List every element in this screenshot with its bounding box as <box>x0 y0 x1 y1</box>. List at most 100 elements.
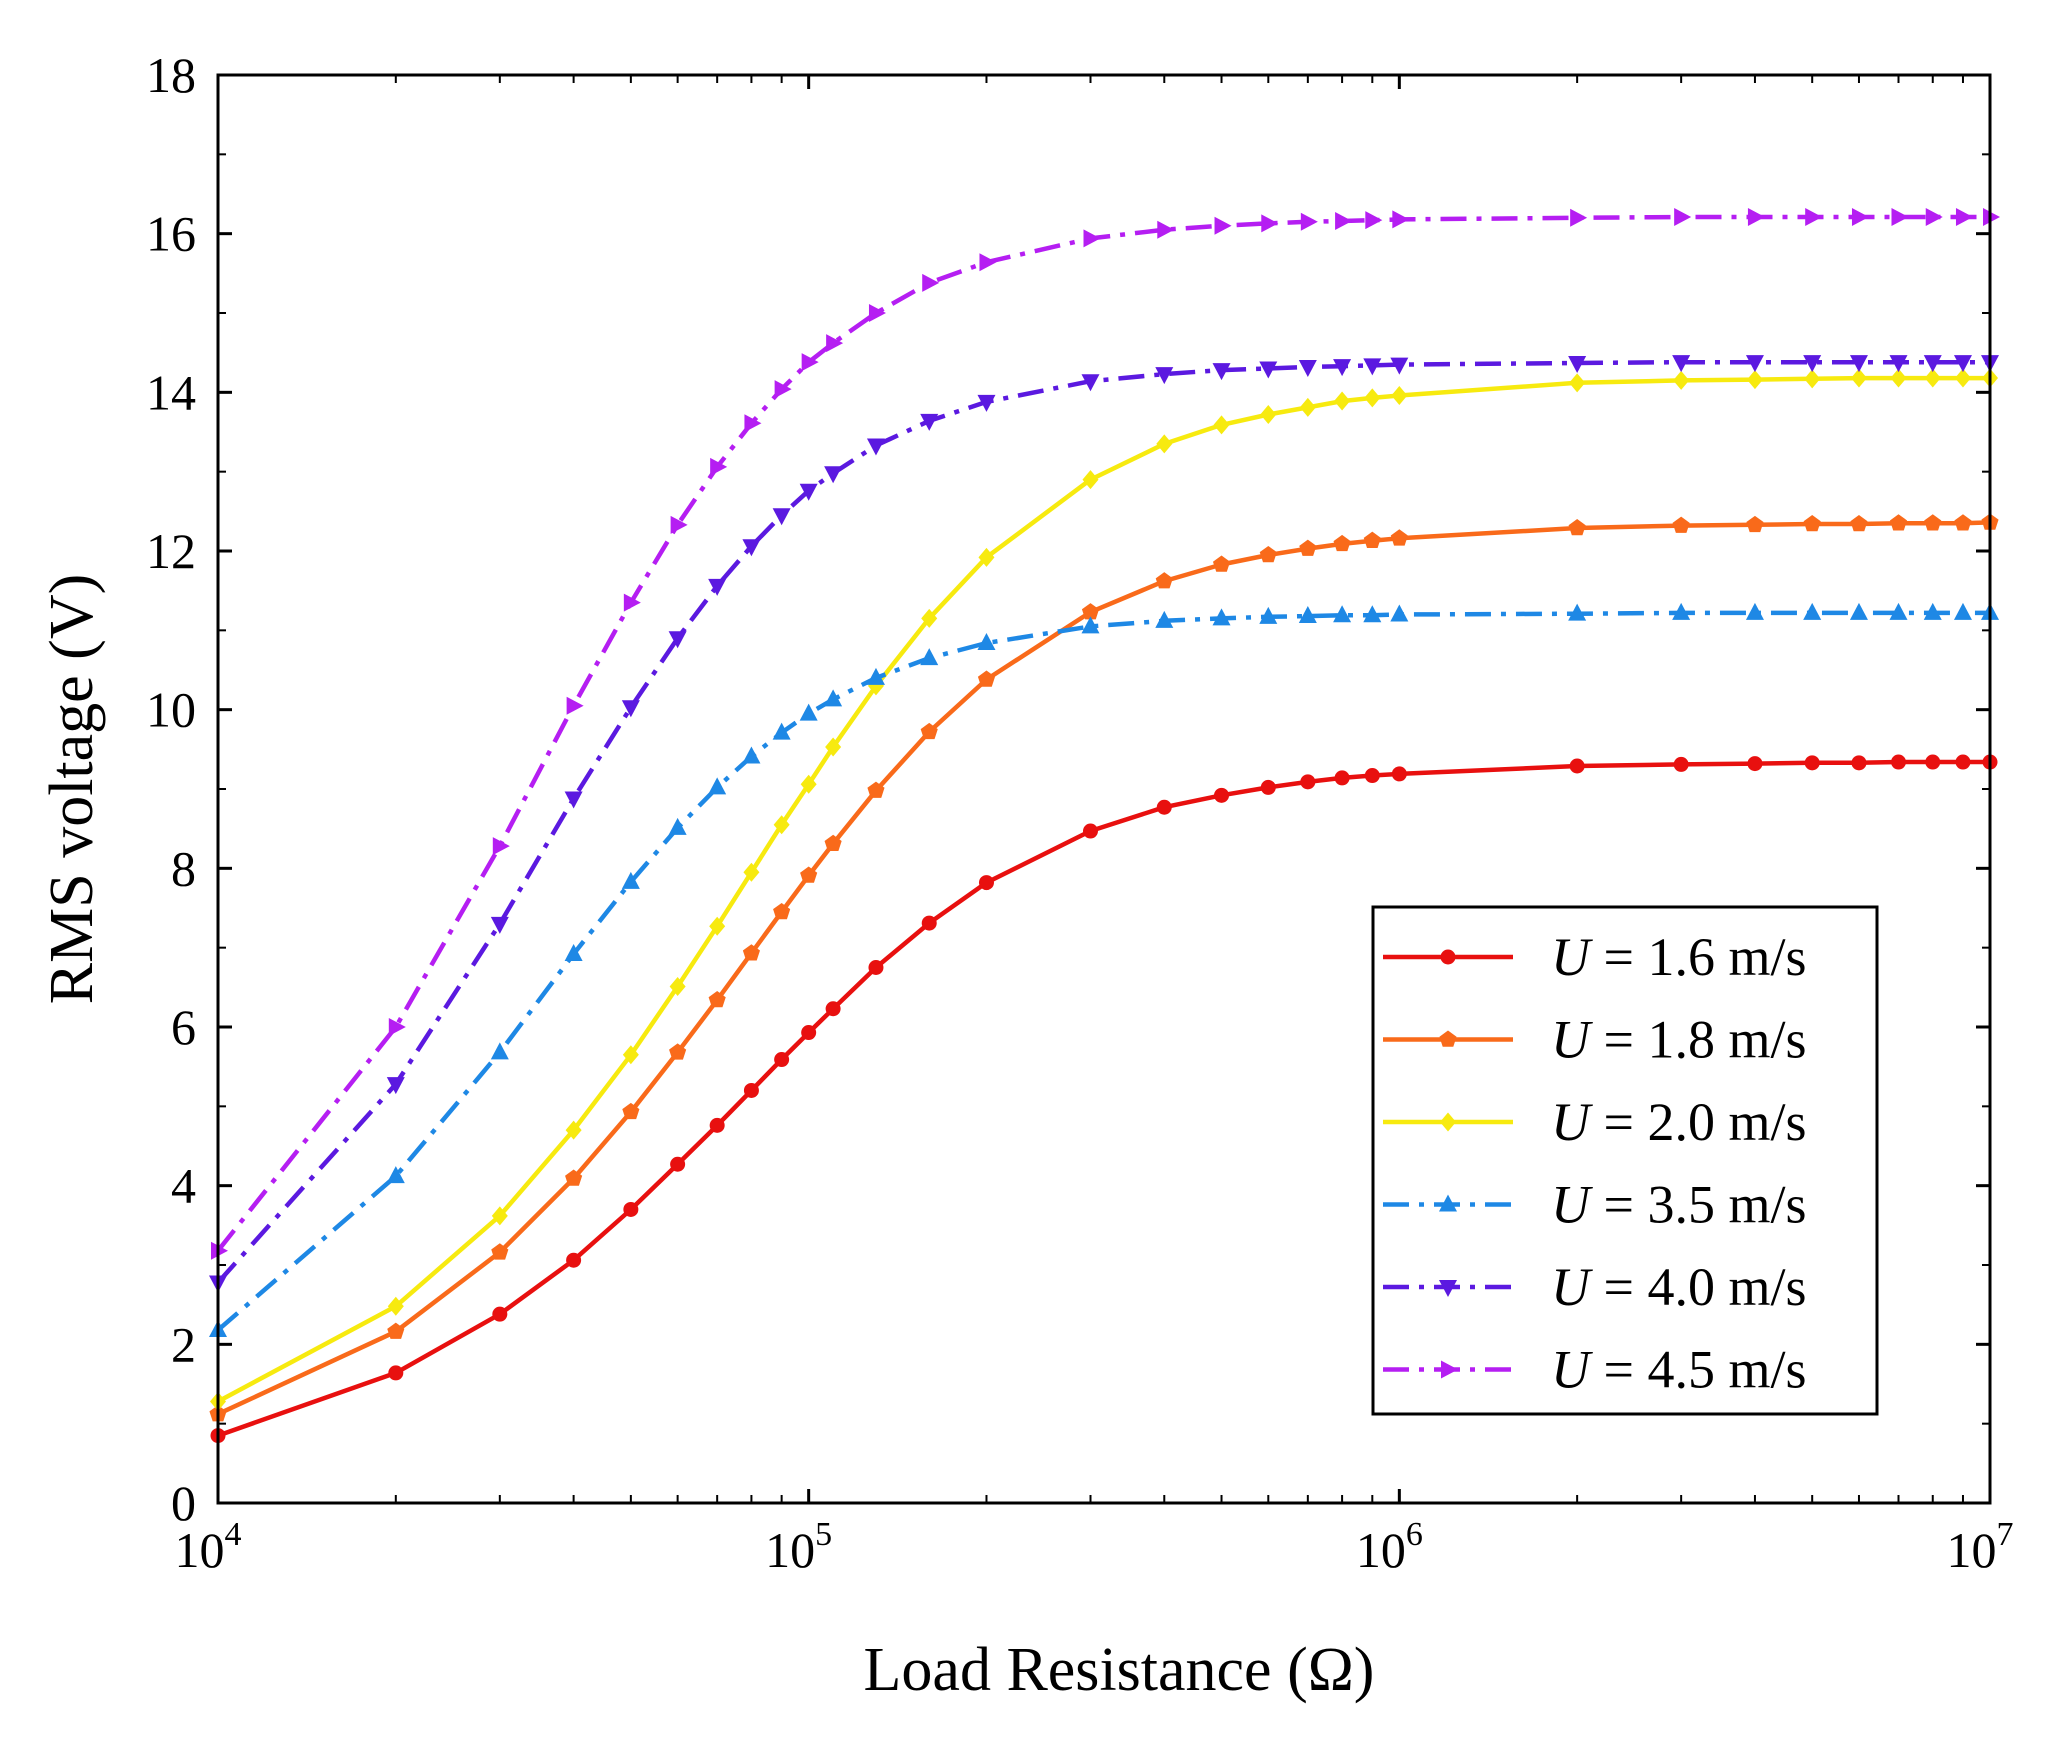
data-point <box>1081 374 1100 392</box>
data-point <box>772 508 791 526</box>
data-point <box>742 539 761 557</box>
legend-marker-3 <box>1440 1112 1456 1132</box>
data-point <box>866 667 885 685</box>
data-point <box>743 862 760 882</box>
data-point <box>670 515 688 534</box>
legend-label-1: U = 1.6 m/s <box>1551 927 1806 987</box>
data-point <box>490 916 509 934</box>
legend-marker-4 <box>1439 1194 1457 1212</box>
data-point <box>1568 355 1587 373</box>
series-2 <box>209 513 1999 1422</box>
legend-marker-2 <box>1439 1030 1457 1047</box>
data-point <box>1334 391 1351 411</box>
data-point <box>1083 229 1101 248</box>
data-point <box>1672 602 1691 620</box>
data-point <box>742 944 760 961</box>
data-point <box>1889 602 1908 620</box>
data-point <box>1924 514 1942 531</box>
data-point <box>1569 758 1585 774</box>
data-point <box>1747 208 1765 227</box>
data-point <box>824 466 843 484</box>
data-point <box>1365 211 1383 230</box>
data-point <box>490 1042 509 1060</box>
data-point <box>866 438 885 456</box>
data-point <box>1155 572 1173 589</box>
data-point <box>1570 208 1588 227</box>
data-point <box>386 1166 405 1184</box>
series-6 <box>211 208 2000 1260</box>
data-point <box>492 1306 508 1322</box>
data-point <box>824 689 843 707</box>
data-point <box>708 777 727 795</box>
data-point <box>621 871 640 889</box>
data-point <box>825 1001 841 1017</box>
data-point <box>1155 610 1174 628</box>
plot-series <box>209 208 2000 1444</box>
data-point <box>1259 545 1277 563</box>
legend-marker-6 <box>1441 1360 1458 1379</box>
data-point <box>742 746 761 764</box>
data-point <box>744 414 762 433</box>
data-point <box>566 1252 582 1268</box>
data-point <box>801 353 819 372</box>
data-point <box>1260 405 1277 425</box>
data-point <box>1391 766 1407 782</box>
data-point <box>1889 355 1908 373</box>
data-point <box>491 1206 508 1226</box>
data-point <box>978 875 994 891</box>
legend-marker-5 <box>1439 1280 1457 1297</box>
data-point <box>1333 605 1352 623</box>
data-point <box>1924 368 1941 388</box>
data-point <box>492 837 510 856</box>
y-tick-label: 18 <box>146 47 196 103</box>
data-point <box>774 380 792 399</box>
data-point <box>1745 355 1764 373</box>
data-point <box>1954 368 1971 388</box>
series-4 <box>209 602 1999 1338</box>
y-axis-title: RMS voltage (V) <box>38 574 106 1005</box>
data-point <box>1259 361 1278 379</box>
data-point <box>622 1102 640 1120</box>
data-point <box>979 253 997 272</box>
legend-box <box>1371 905 1879 1416</box>
y-tick-label: 16 <box>146 206 196 262</box>
y-axis: 0 2 4 6 8 10 12 14 16 18 <box>146 47 1990 1531</box>
x-tick-label: 106 <box>1356 1516 1423 1578</box>
data-point <box>1745 602 1764 620</box>
data-point <box>1568 518 1586 536</box>
data-point <box>566 696 584 715</box>
y-tick-label: 4 <box>171 1158 196 1214</box>
data-point <box>1363 531 1381 548</box>
data-point <box>668 817 687 835</box>
data-point <box>868 960 884 975</box>
data-point <box>565 1169 583 1186</box>
data-point <box>564 944 583 962</box>
data-point <box>709 1117 725 1133</box>
data-point <box>977 394 996 412</box>
data-point <box>1925 208 1943 227</box>
data-point <box>1850 368 1867 388</box>
data-point <box>1925 754 1941 770</box>
data-point <box>922 273 940 292</box>
y-tick-label: 10 <box>146 682 196 738</box>
data-point <box>1156 434 1173 454</box>
legend-label-3: U = 2.0 m/s <box>1551 1092 1806 1152</box>
data-point <box>1955 208 1973 227</box>
data-point <box>708 991 726 1008</box>
data-point <box>868 304 886 322</box>
data-point <box>1364 768 1380 784</box>
data-point <box>1850 515 1868 532</box>
data-point <box>1081 616 1100 634</box>
data-point <box>1261 214 1279 233</box>
data-point <box>670 1156 686 1172</box>
data-point <box>800 774 817 794</box>
data-point <box>1363 605 1382 623</box>
data-point <box>1260 779 1276 795</box>
data-point <box>1805 208 1823 227</box>
data-point <box>669 1043 687 1060</box>
y-tick-label: 8 <box>171 840 196 896</box>
data-point <box>1212 363 1231 381</box>
data-point <box>1803 602 1822 620</box>
data-point <box>826 334 844 353</box>
